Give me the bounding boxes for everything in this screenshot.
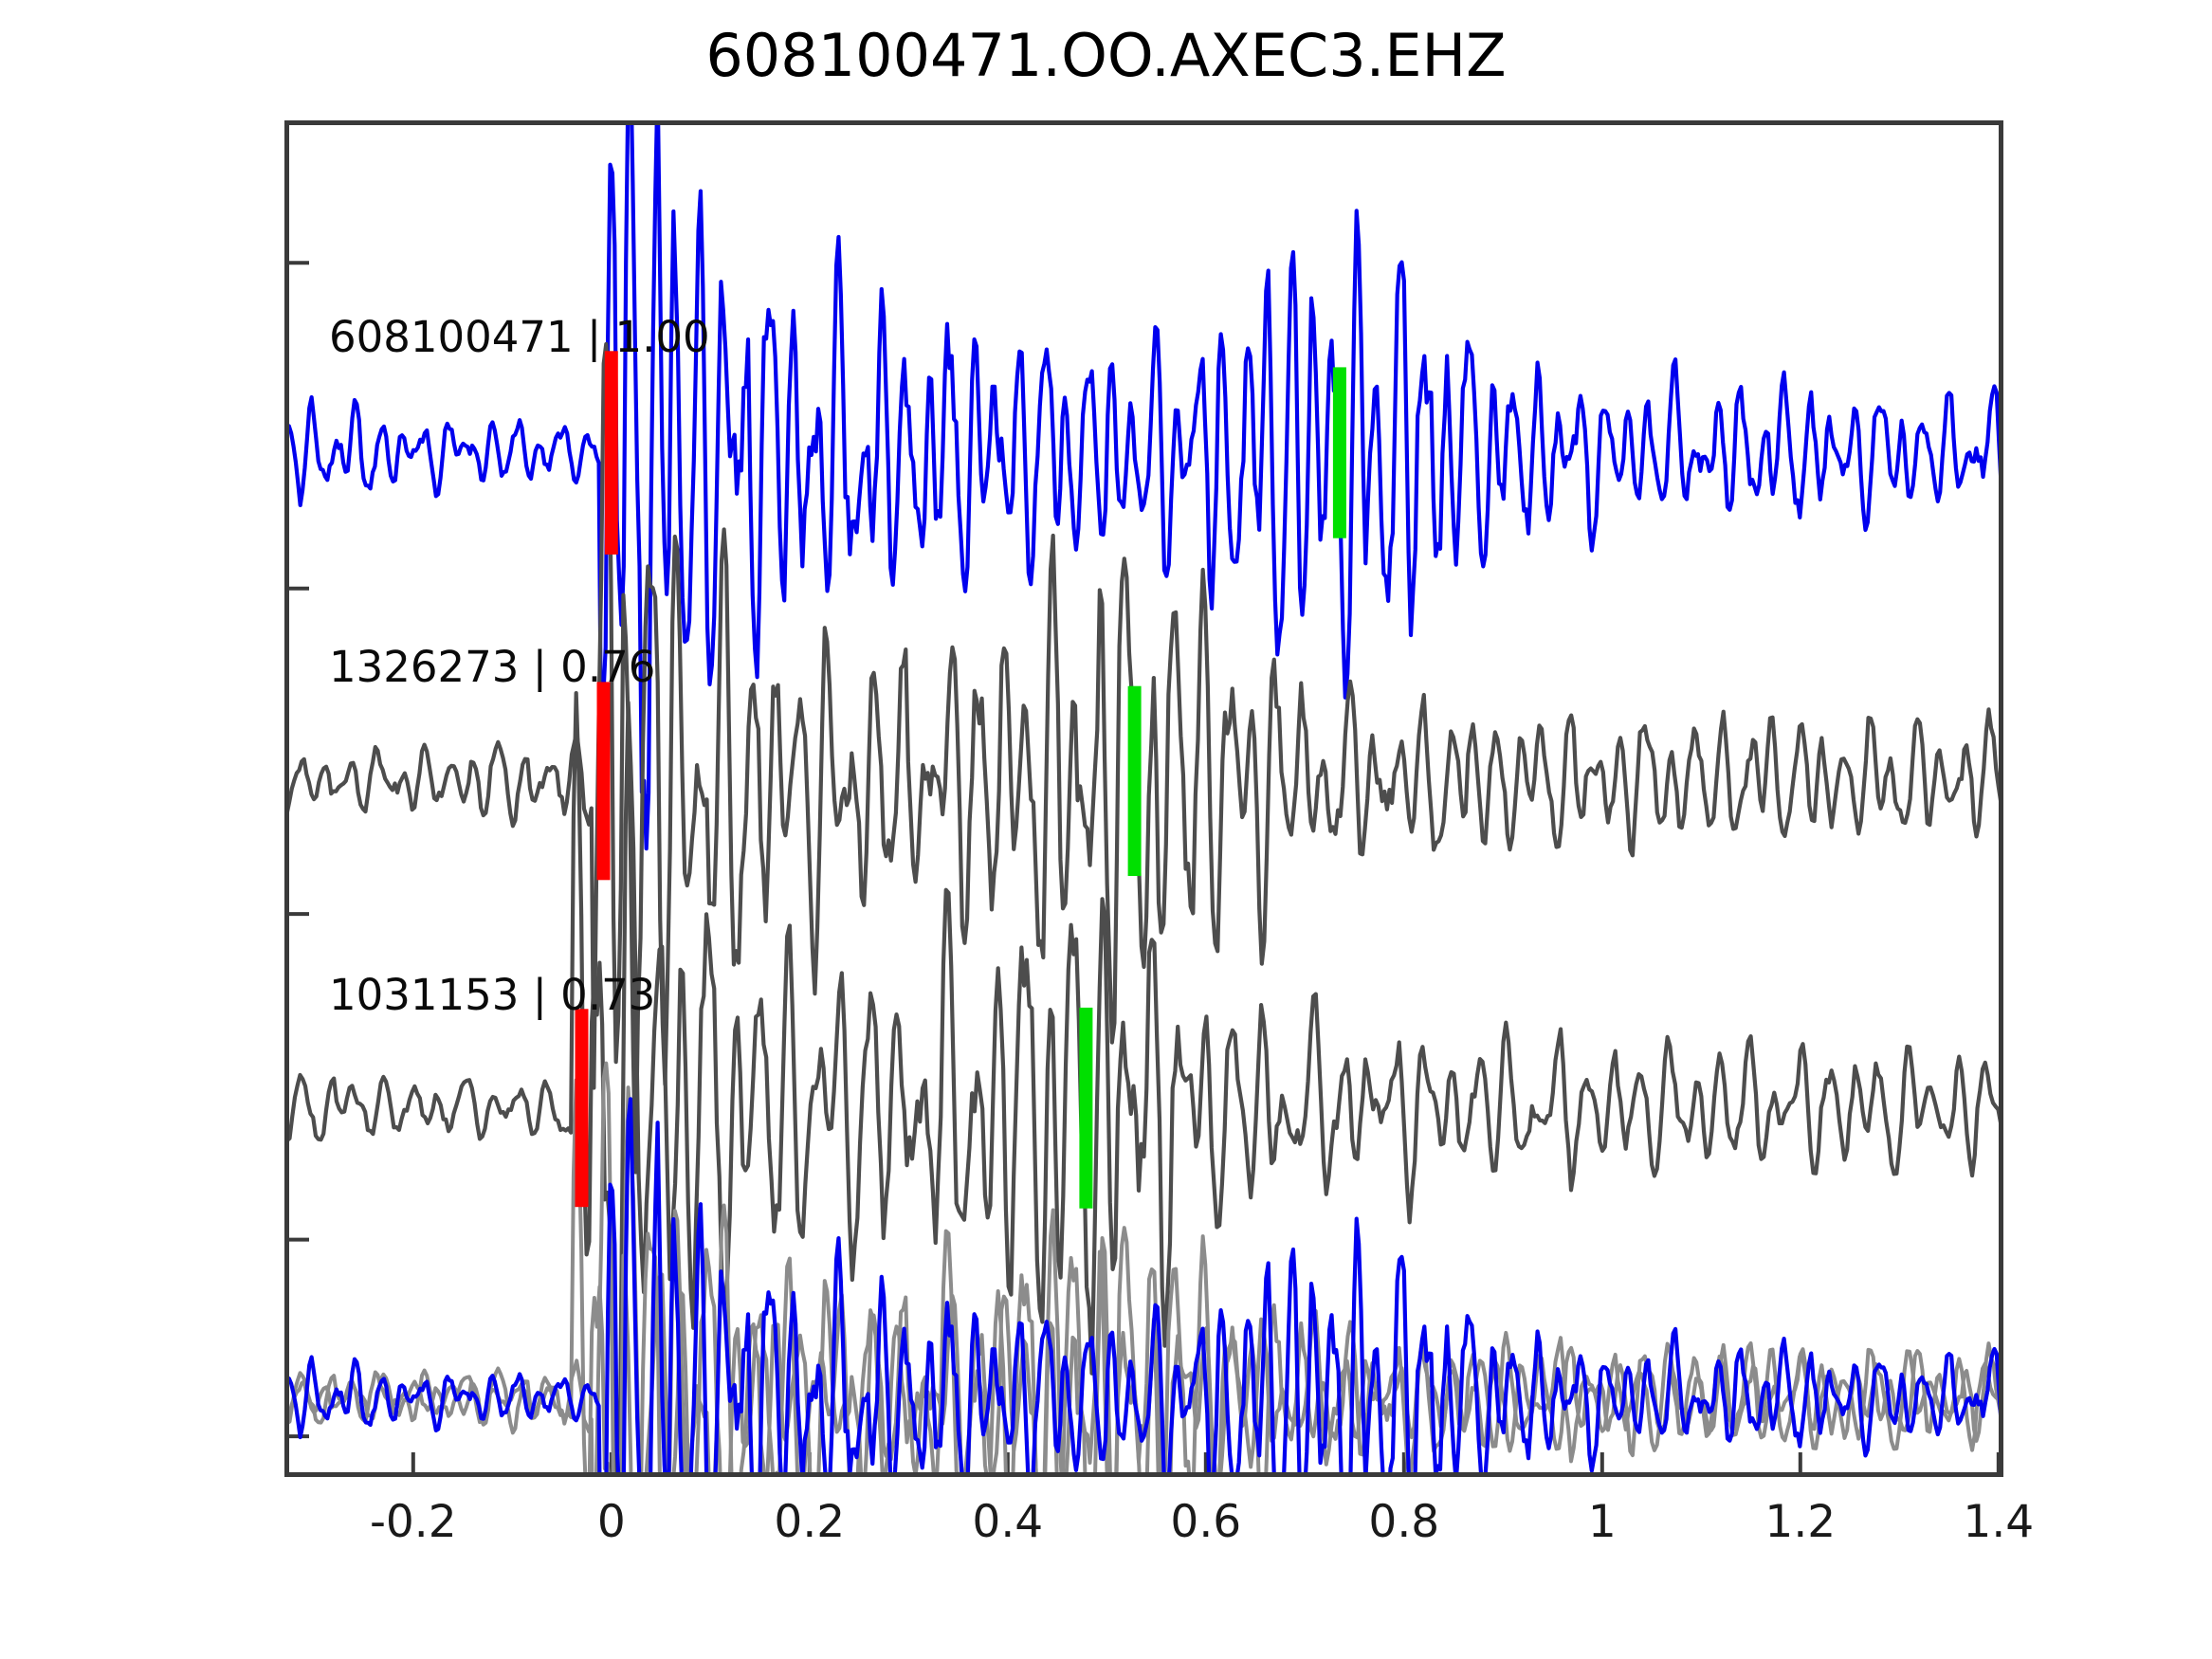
waveform-trace-detection-2 bbox=[284, 690, 2003, 1477]
x-axis-tick-labels: -0.2 0 0.2 0.4 0.6 0.8 1 1.2 1.4 bbox=[284, 1496, 2034, 1562]
x-axis-tick-label-1: 0 bbox=[596, 1496, 626, 1548]
p-pick-marker-trace-1[interactable] bbox=[604, 351, 618, 555]
x-axis-tick-label-6: 1 bbox=[1587, 1496, 1617, 1548]
s-pick-marker-trace-3[interactable] bbox=[1079, 1007, 1093, 1209]
x-axis-tick-label-3: 0.4 bbox=[972, 1496, 1044, 1548]
p-pick-marker-trace-2[interactable] bbox=[596, 682, 611, 881]
s-pick-marker-trace-1[interactable] bbox=[1332, 367, 1346, 538]
waveform-plot bbox=[284, 120, 2003, 1477]
p-pick-marker-trace-3[interactable] bbox=[575, 1009, 589, 1208]
page-title: 608100471.OO.AXEC3.EHZ bbox=[705, 21, 1507, 90]
trace-label-1: 608100471 | 1.00 bbox=[329, 312, 710, 363]
waveform-trace-template bbox=[284, 120, 2003, 851]
x-axis-tick-label-4: 0.6 bbox=[1170, 1496, 1242, 1548]
plot-frame bbox=[284, 120, 2003, 1477]
plot-area bbox=[284, 120, 2003, 1477]
s-pick-marker-trace-2[interactable] bbox=[1127, 685, 1142, 876]
overlay-trace-blue bbox=[284, 1097, 2003, 1477]
trace-label-3: 1031153 | 0.73 bbox=[329, 970, 656, 1021]
x-axis-tick-label-0: -0.2 bbox=[369, 1496, 457, 1548]
trace-label-2: 1326273 | 0.76 bbox=[329, 641, 656, 692]
x-axis-tick-label-2: 0.2 bbox=[774, 1496, 846, 1548]
waveform-trace-detection-1 bbox=[284, 341, 2003, 1175]
x-axis-tick-label-7: 1.2 bbox=[1764, 1496, 1837, 1548]
x-axis-tick-label-8: 1.4 bbox=[1963, 1496, 2035, 1548]
x-axis-tick-label-5: 0.8 bbox=[1368, 1496, 1440, 1548]
